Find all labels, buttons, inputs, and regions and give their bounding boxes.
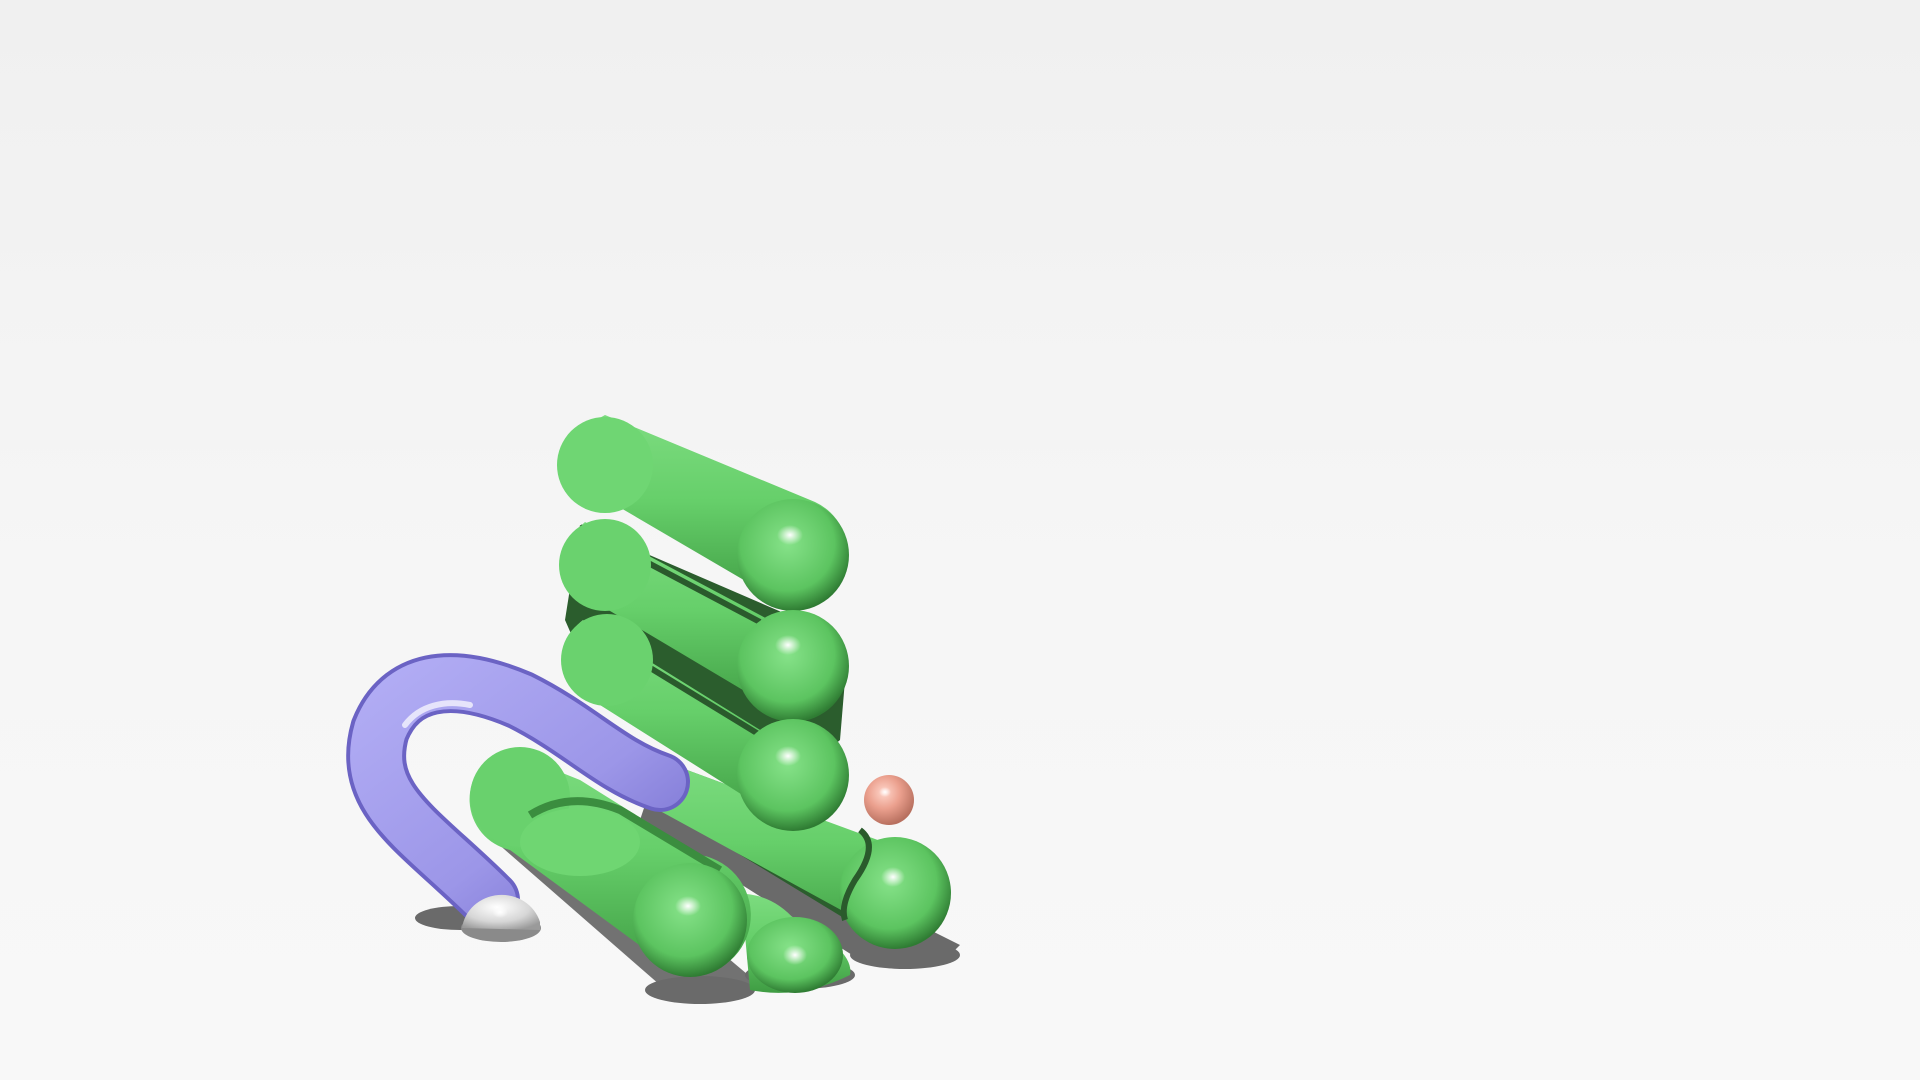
helix-lower — [561, 614, 849, 831]
ion-ball — [864, 775, 914, 825]
helix-top — [557, 415, 849, 611]
shadow-helix-front-end — [645, 976, 755, 1004]
coil-loop — [346, 653, 690, 930]
helix-middle — [559, 519, 849, 722]
helix-right-lower — [640, 760, 951, 949]
terminal-cap — [461, 894, 541, 942]
helix-front — [469, 747, 751, 977]
shadow-right-helix-end — [850, 941, 960, 969]
